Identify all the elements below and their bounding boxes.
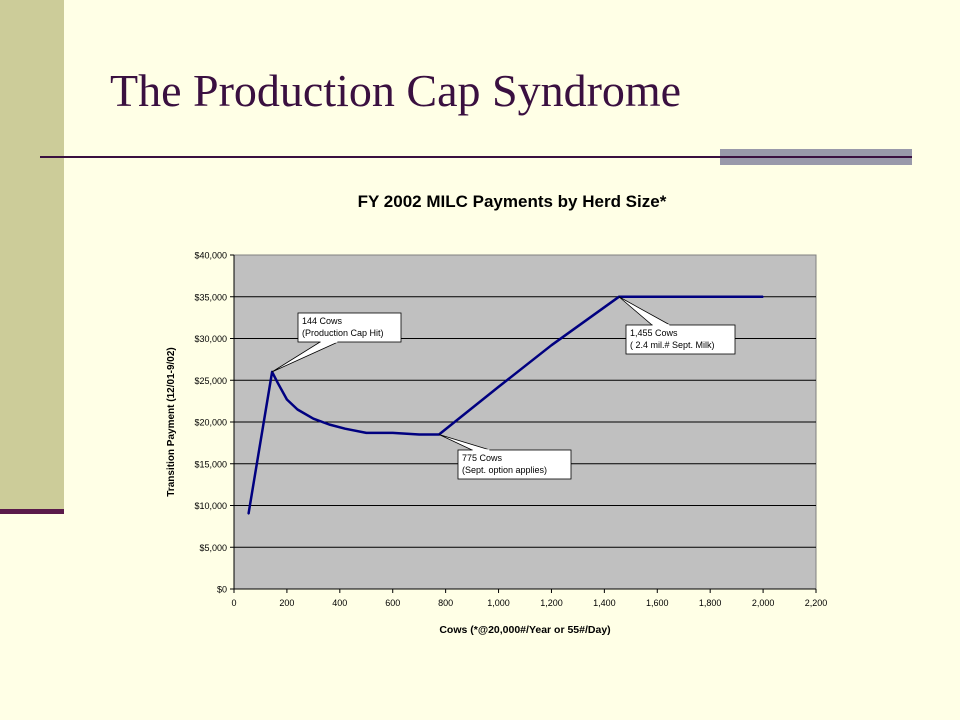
sidebar-decoration (0, 0, 64, 510)
herd-size-payment-chart: FY 2002 MILC Payments by Herd Size* Tran… (166, 192, 827, 636)
y-tick-label: $30,000 (194, 334, 227, 344)
data-point (656, 295, 659, 298)
annotation-label: 144 Cows (302, 316, 343, 326)
data-point (328, 423, 331, 426)
x-tick-label: 1,200 (540, 598, 563, 608)
slide-title: The Production Cap Syndrome (110, 65, 682, 116)
annotation-label: ( 2.4 mil.# Sept. Milk) (630, 340, 715, 350)
y-tick-label: $0 (217, 585, 227, 595)
y-tick-label: $35,000 (194, 292, 227, 302)
data-point (391, 432, 394, 434)
data-point (296, 408, 299, 411)
y-axis-label: Transition Payment (12/01-9/02) (166, 347, 177, 497)
y-tick-label: $15,000 (194, 459, 227, 469)
data-point (550, 344, 553, 346)
x-tick-label: 800 (438, 598, 453, 608)
data-point (344, 427, 346, 430)
x-tick-label: 1,600 (646, 598, 669, 608)
x-tick-label: 0 (231, 598, 236, 608)
annotation-label: 1,455 Cows (630, 328, 678, 338)
annotation-label: (Sept. option applies) (462, 465, 547, 475)
y-tick-label: $40,000 (194, 251, 227, 261)
x-tick-label: 1,800 (699, 598, 722, 608)
y-tick-label: $25,000 (194, 376, 227, 386)
y-tick-label: $10,000 (194, 501, 227, 511)
callout-box (457, 449, 572, 480)
x-axis-label: Cows (*@20,000#/Year or 55#/Day) (439, 624, 610, 636)
chart-title: FY 2002 MILC Payments by Herd Size* (358, 192, 667, 211)
x-tick-label: 2,200 (805, 598, 828, 608)
x-tick-label: 600 (385, 598, 400, 608)
x-tick-label: 1,400 (593, 598, 616, 608)
callout-box (625, 324, 736, 355)
x-tick-label: 1,000 (487, 598, 510, 608)
data-point (247, 513, 250, 515)
y-tick-label: $20,000 (194, 418, 227, 428)
annotation-label: 775 Cows (462, 453, 503, 463)
title-divider-overlay (720, 156, 912, 158)
data-point (276, 381, 279, 384)
sidebar-accent-bar (0, 509, 64, 514)
data-point (497, 386, 500, 388)
title-divider-line (40, 156, 912, 158)
x-tick-label: 2,000 (752, 598, 775, 608)
plot-area: $0 $5,000 $10,000 $15,000 $20,000 $25,000 $30,… (194, 251, 827, 609)
x-tick-label: 400 (332, 598, 347, 608)
x-tick-label: 200 (279, 598, 294, 608)
data-point (418, 433, 420, 436)
callout-box (297, 312, 402, 343)
annotation-label: (Production Cap Hit) (302, 328, 384, 338)
data-point (312, 417, 315, 420)
data-point (365, 432, 368, 434)
y-tick-label: $5,000 (199, 543, 227, 553)
data-point (286, 398, 288, 401)
data-point (762, 295, 764, 298)
